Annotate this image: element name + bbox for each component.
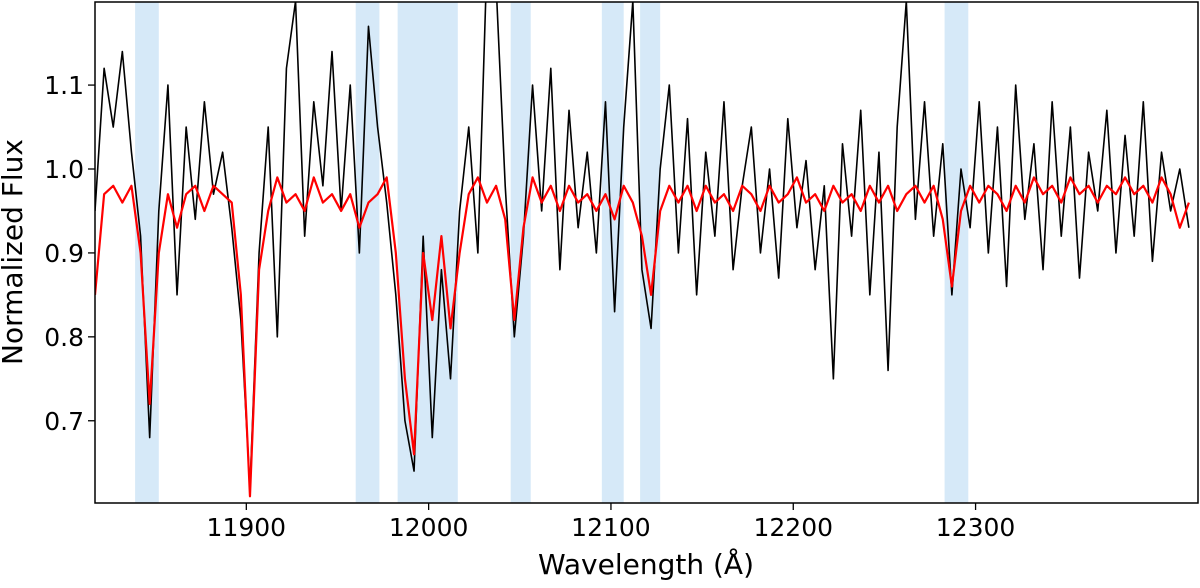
highlight-region: [397, 2, 458, 503]
y-tick-label: 0.7: [44, 407, 84, 436]
y-axis-label: Normalized Flux: [0, 139, 29, 365]
y-tick-label: 1.1: [44, 71, 84, 100]
lines: [95, 2, 1190, 498]
y-tick-label: 0.8: [44, 323, 84, 352]
axes: 11900 12000 12100 12200 12300 0.7 0.8 0.9 1.0 1.1: [44, 71, 1015, 542]
spectrum-line: [95, 2, 1190, 489]
x-tick-label: 12200: [753, 513, 833, 542]
highlight-region: [135, 2, 159, 503]
x-tick-label: 12300: [936, 513, 1016, 542]
y-tick-label: 1.0: [44, 155, 84, 184]
highlight-region: [640, 2, 661, 503]
highlight-region: [355, 2, 380, 503]
x-tick-label: 12100: [571, 513, 651, 542]
x-axis-label: Wavelength (Å): [538, 547, 754, 581]
regions: [135, 2, 969, 503]
x-tick-label: 12000: [389, 513, 469, 542]
spectrum-line: [95, 176, 1190, 498]
y-tick-label: 0.9: [44, 239, 84, 268]
x-tick-label: 11900: [207, 513, 287, 542]
